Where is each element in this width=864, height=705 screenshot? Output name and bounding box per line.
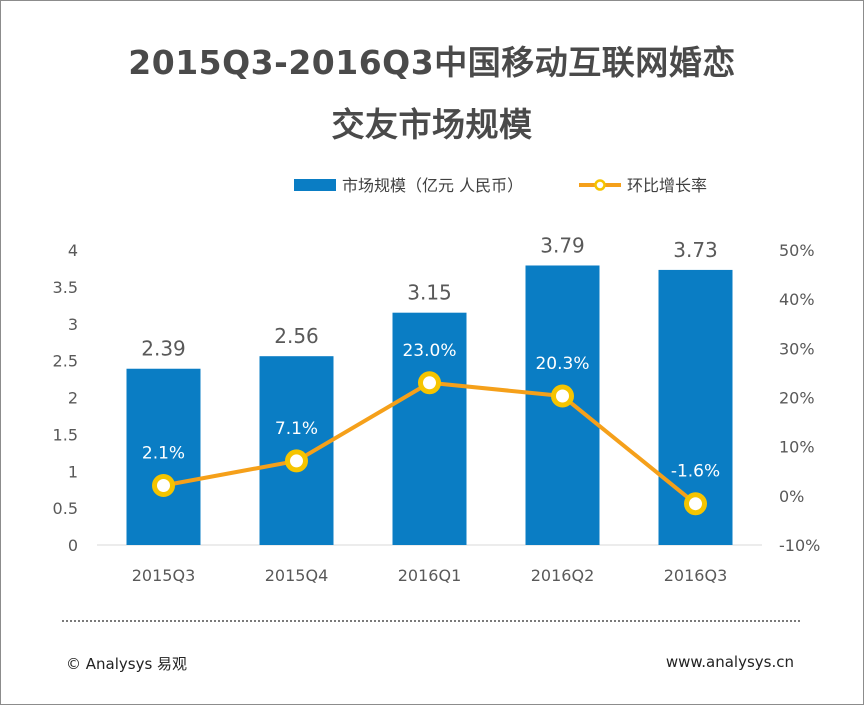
left-axis-tick-label: 3.5: [53, 278, 78, 297]
growth-rate-label: -1.6%: [671, 462, 720, 482]
x-axis-tick-label: 2016Q1: [398, 566, 462, 585]
bar: [392, 312, 467, 545]
footer-website: www.analysys.cn: [665, 653, 794, 671]
left-axis-tick-label: 0: [68, 536, 78, 555]
right-axis-tick-label: 30%: [779, 339, 815, 358]
bar-value-label: 3.73: [673, 238, 718, 262]
left-axis-tick-label: 2: [68, 389, 78, 408]
growth-rate-point: [551, 384, 574, 408]
left-axis-tick-label: 3: [68, 315, 78, 334]
legend-bar-swatch: [294, 179, 336, 191]
bar: [126, 368, 201, 545]
growth-rate-point: [684, 492, 707, 516]
left-axis-tick-label: 1: [68, 462, 78, 481]
growth-rate-label: 20.3%: [535, 354, 589, 374]
bar-value-label: 3.15: [407, 281, 452, 305]
growth-rate-point: [418, 371, 441, 395]
left-axis-tick-label: 1.5: [53, 425, 78, 444]
growth-rate-point: [285, 449, 308, 473]
bar-value-label: 2.56: [274, 324, 319, 348]
legend-line-label: 环比增长率: [627, 176, 707, 195]
footer-divider: [62, 620, 800, 622]
right-axis-tick-label: 0%: [779, 487, 804, 506]
left-axis-tick-label: 2.5: [53, 352, 78, 371]
bar-value-label: 3.79: [540, 233, 585, 257]
growth-rate-label: 7.1%: [275, 419, 318, 439]
x-axis-tick-label: 2016Q2: [531, 566, 595, 585]
x-axis-tick-label: 2015Q4: [265, 566, 329, 585]
x-axis-tick-label: 2016Q3: [664, 566, 728, 585]
legend-line-marker: [594, 179, 606, 191]
chart-title-line1: 2015Q3-2016Q3中国移动互联网婚恋: [128, 43, 736, 82]
chart-title-line2: 交友市场规模: [331, 105, 533, 144]
right-axis-tick-label: 40%: [779, 290, 815, 309]
x-axis-tick-label: 2015Q3: [132, 566, 196, 585]
right-axis-tick-label: -10%: [779, 536, 820, 555]
bar-value-label: 2.39: [141, 337, 186, 361]
growth-rate-point: [152, 474, 175, 498]
growth-rate-label: 2.1%: [142, 444, 185, 464]
footer-copyright: © Analysys 易观: [66, 655, 188, 673]
right-axis-tick-label: 50%: [779, 241, 815, 260]
right-axis-tick-label: 10%: [779, 438, 815, 457]
legend-bar-label: 市场规模（亿元 人民币）: [342, 176, 523, 195]
right-axis-tick-label: 20%: [779, 389, 815, 408]
left-axis-tick-label: 4: [68, 241, 78, 260]
left-axis-tick-label: 0.5: [53, 499, 78, 518]
growth-rate-label: 23.0%: [402, 341, 456, 361]
